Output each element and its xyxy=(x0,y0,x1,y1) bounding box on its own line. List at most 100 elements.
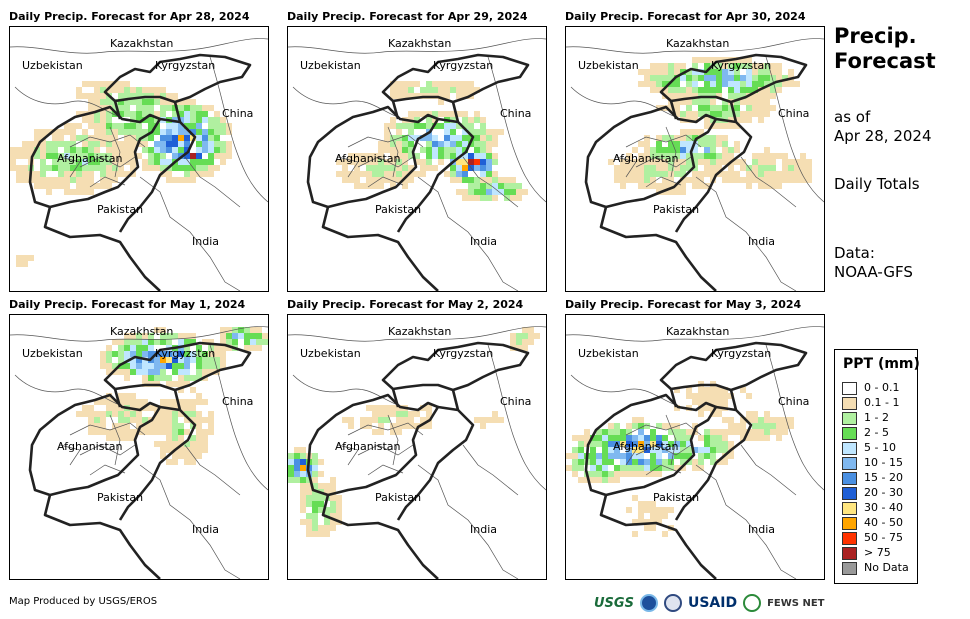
precip-cell xyxy=(674,447,680,453)
precip-cell xyxy=(716,165,722,171)
precip-cell xyxy=(414,423,420,429)
precip-cell xyxy=(190,333,196,339)
precip-cell xyxy=(288,477,294,483)
precip-cell xyxy=(596,441,602,447)
precip-cell xyxy=(390,123,396,129)
precip-cell xyxy=(130,159,136,165)
precip-cell xyxy=(516,195,522,201)
precip-cell xyxy=(312,477,318,483)
precip-cell xyxy=(686,459,692,465)
precip-cell xyxy=(130,411,136,417)
precip-cell xyxy=(420,417,426,423)
precip-cell xyxy=(166,357,172,363)
precip-cell xyxy=(662,69,668,75)
precip-cell xyxy=(402,93,408,99)
precip-cell xyxy=(710,75,716,81)
precip-cell xyxy=(220,345,226,351)
precip-cell xyxy=(136,363,142,369)
precip-cell xyxy=(124,153,130,159)
precip-cell xyxy=(764,93,770,99)
precip-cell xyxy=(686,447,692,453)
precip-cell xyxy=(190,459,196,465)
label-uzbekistan: Uzbekistan xyxy=(22,59,83,72)
precip-cell xyxy=(336,495,342,501)
precip-cell xyxy=(650,75,656,81)
precip-cell xyxy=(190,339,196,345)
precip-cell xyxy=(52,153,58,159)
precip-cell xyxy=(668,105,674,111)
precip-cell xyxy=(118,93,124,99)
precip-cell xyxy=(378,177,384,183)
precip-cell xyxy=(336,159,342,165)
precip-cell xyxy=(196,135,202,141)
precip-cell xyxy=(522,327,528,333)
precip-cell xyxy=(202,135,208,141)
precip-cell xyxy=(166,429,172,435)
precip-cell xyxy=(644,465,650,471)
precip-cell xyxy=(202,159,208,165)
precip-cell xyxy=(480,129,486,135)
precip-cell xyxy=(190,387,196,393)
precip-cell xyxy=(396,87,402,93)
precip-cell xyxy=(160,141,166,147)
precip-cell xyxy=(596,435,602,441)
precip-cell xyxy=(468,195,474,201)
label-kazakhstan: Kazakhstan xyxy=(388,325,451,338)
precip-cell xyxy=(608,477,614,483)
precip-cell xyxy=(372,429,378,435)
precip-cell xyxy=(776,87,782,93)
precip-cell xyxy=(722,177,728,183)
precip-cell xyxy=(704,435,710,441)
panel-title: Daily Precip. Forecast for May 3, 2024 xyxy=(565,298,802,311)
precip-cell xyxy=(456,135,462,141)
label-kazakhstan: Kazakhstan xyxy=(666,325,729,338)
precip-cell xyxy=(94,87,100,93)
precip-cell xyxy=(650,447,656,453)
precip-cell xyxy=(474,87,480,93)
precip-cell xyxy=(172,435,178,441)
precip-cell xyxy=(384,147,390,153)
precip-cell xyxy=(330,525,336,531)
precip-cell xyxy=(438,87,444,93)
precip-cell xyxy=(136,117,142,123)
precip-cell xyxy=(184,159,190,165)
precip-cell xyxy=(28,255,34,261)
precip-cell xyxy=(160,339,166,345)
title-line1: Precip. xyxy=(834,24,917,48)
precip-cell xyxy=(232,339,238,345)
precip-cell xyxy=(722,69,728,75)
precip-cell xyxy=(782,177,788,183)
precip-cell xyxy=(698,75,704,81)
precip-cell xyxy=(148,153,154,159)
precip-cell xyxy=(130,399,136,405)
precip-cell xyxy=(782,165,788,171)
precip-cell xyxy=(118,171,124,177)
precip-cell xyxy=(190,177,196,183)
precip-cell xyxy=(704,165,710,171)
precip-cell xyxy=(716,429,722,435)
precip-cell xyxy=(456,165,462,171)
precip-cell xyxy=(396,141,402,147)
precip-cell xyxy=(384,177,390,183)
precip-cell xyxy=(88,117,94,123)
precip-cell xyxy=(608,441,614,447)
precip-cell xyxy=(396,81,402,87)
precip-cell xyxy=(184,339,190,345)
precip-cell xyxy=(208,411,214,417)
usgs-logo: USGS xyxy=(594,595,634,611)
precip-cell xyxy=(722,81,728,87)
precip-cell xyxy=(52,177,58,183)
precip-cell xyxy=(130,429,136,435)
precip-cell xyxy=(76,153,82,159)
precip-cell xyxy=(680,465,686,471)
precip-cell xyxy=(124,375,130,381)
precip-cell xyxy=(644,525,650,531)
precip-cell xyxy=(166,129,172,135)
precip-cell xyxy=(444,87,450,93)
precip-cell xyxy=(190,99,196,105)
precip-cell xyxy=(34,135,40,141)
precip-cell xyxy=(656,75,662,81)
precip-cell xyxy=(806,171,812,177)
precip-cell xyxy=(94,105,100,111)
precip-cell xyxy=(800,177,806,183)
